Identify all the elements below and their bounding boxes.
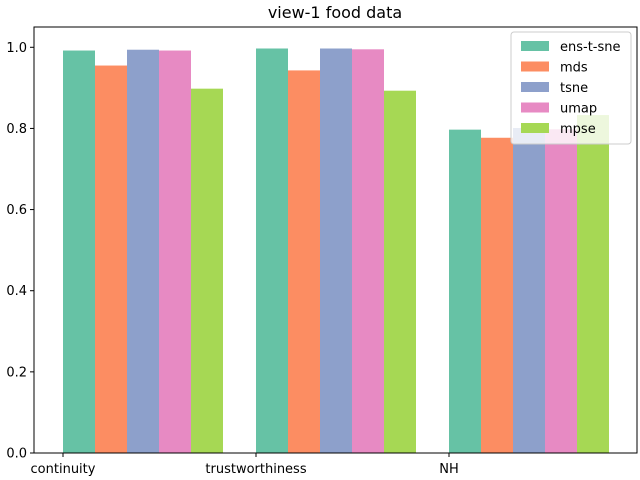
bar-mds-continuity: [95, 65, 127, 454]
y-tick-label: 0.4: [6, 284, 27, 299]
bars-layer: [63, 48, 609, 454]
bar-umap-continuity: [159, 50, 191, 453]
bar-umap-trustworthiness: [352, 49, 384, 454]
bar-ens-t-sne-continuity: [63, 50, 95, 453]
bar-ens-t-sne-trustworthiness: [256, 48, 288, 453]
legend: ens-t-sne mds tsne umap mpse: [510, 31, 632, 145]
y-tick-label: 0.6: [6, 203, 27, 218]
x-tick-label: trustworthiness: [205, 462, 306, 477]
bar-mpse-NH: [577, 115, 609, 453]
legend-swatch-ens-t-sne: [521, 41, 549, 51]
x-tick-label: NH: [439, 462, 459, 477]
legend-swatch-mds: [521, 61, 549, 72]
axes-layer: 0.0 0.2 0.4 0.6 0.8 1.0 continuity trustworthin…: [6, 26, 638, 477]
bar-tsne-trustworthiness: [320, 48, 352, 453]
legend-label-mpse: mpse: [560, 122, 596, 137]
chart-title: view-1 food data: [268, 3, 402, 22]
bar-umap-NH: [545, 129, 577, 454]
bar-mds-NH: [481, 137, 513, 453]
y-tick-label: 0.2: [6, 365, 27, 380]
legend-label-mds: mds: [560, 61, 588, 76]
y-tick-label: 1.0: [6, 41, 27, 56]
legend-swatch-umap: [521, 102, 549, 113]
legend-box: [510, 31, 632, 145]
legend-label-umap: umap: [560, 102, 597, 117]
legend-label-tsne: tsne: [560, 81, 588, 96]
bar-mds-trustworthiness: [288, 70, 320, 453]
legend-swatch-tsne: [521, 82, 549, 92]
bar-mpse-continuity: [191, 88, 223, 453]
plot-frame: [33, 26, 638, 454]
bar-mpse-trustworthiness: [384, 90, 416, 453]
legend-swatch-mpse: [521, 123, 549, 133]
bar-ens-t-sne-NH: [449, 129, 481, 453]
y-tick-label: 0.0: [6, 447, 27, 462]
legend-label-ens-t-sne: ens-t-sne: [560, 40, 621, 55]
y-tick-label: 0.8: [6, 122, 27, 137]
bar-tsne-NH: [513, 128, 545, 453]
bar-tsne-continuity: [127, 49, 159, 453]
x-tick-label: continuity: [31, 462, 96, 477]
